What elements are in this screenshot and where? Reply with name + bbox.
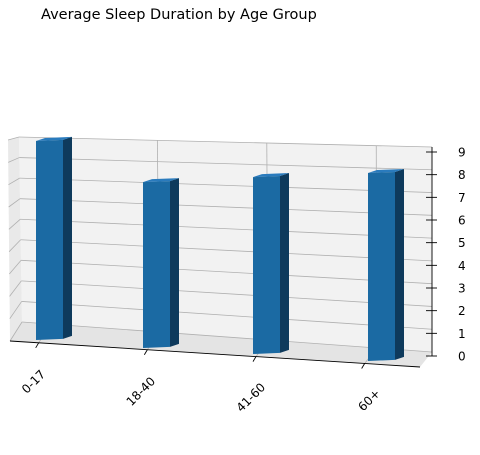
bar-side xyxy=(280,173,289,353)
chart-title: Average Sleep Duration by Age Group xyxy=(41,7,317,23)
bar-top xyxy=(143,178,179,183)
back-pane xyxy=(19,137,432,352)
bar xyxy=(368,171,395,361)
z-tick-label: 5 xyxy=(458,236,466,250)
x-tick-label: 0-17 xyxy=(19,367,48,396)
gridline-y xyxy=(20,259,433,285)
gridline-y-left xyxy=(9,280,22,297)
x-tick-label: 41-60 xyxy=(234,380,269,415)
z-tick-label: 3 xyxy=(458,282,466,296)
chart-panes xyxy=(8,137,432,367)
z-tick-label: 2 xyxy=(458,304,466,318)
left-pane xyxy=(8,137,22,341)
gridline-y xyxy=(19,157,433,171)
gridline-y xyxy=(21,301,433,330)
gridline-y-left xyxy=(7,136,20,141)
gridline-y xyxy=(19,177,433,193)
z-tick-label: 7 xyxy=(458,191,466,205)
bar-top xyxy=(36,136,72,141)
gridline-y xyxy=(20,239,433,262)
gridline-y xyxy=(18,136,433,148)
z-tick-label: 9 xyxy=(458,146,466,160)
gridline-y-left xyxy=(8,198,21,208)
bar xyxy=(36,139,63,340)
bar-side xyxy=(63,136,72,339)
bar-top xyxy=(368,168,404,174)
gridline-y-left xyxy=(8,157,20,163)
x-axis-line xyxy=(9,340,421,368)
gridline-y xyxy=(19,198,433,216)
x-tick-label: 18-40 xyxy=(124,374,159,409)
gridline-y xyxy=(20,218,433,239)
gridline-y-left xyxy=(9,301,22,319)
bar xyxy=(253,176,280,354)
gridline-y-left xyxy=(8,239,21,252)
bars xyxy=(36,136,404,361)
gridline-y-left xyxy=(9,260,22,275)
z-tick-label: 4 xyxy=(458,259,466,273)
z-tick-label: 6 xyxy=(458,214,466,228)
gridline-y-left xyxy=(8,177,20,186)
x-tick xyxy=(35,342,40,349)
gridline-y xyxy=(21,280,433,307)
z-tick-label: 8 xyxy=(458,168,466,182)
gridline-y-left xyxy=(9,321,23,342)
z-tick-label: 0 xyxy=(458,350,466,364)
bar-side xyxy=(170,178,179,347)
gridline-y xyxy=(21,321,433,353)
floor-pane xyxy=(10,322,432,367)
x-tick-label: 60+ xyxy=(355,386,383,414)
bar-side xyxy=(395,168,404,360)
gridline-y-left xyxy=(8,218,21,230)
x-tick xyxy=(252,356,257,362)
x-tick xyxy=(143,349,148,355)
x-tick xyxy=(361,363,366,369)
bar-top xyxy=(253,173,289,178)
bar xyxy=(143,181,170,348)
z-tick-label: 1 xyxy=(458,327,466,341)
